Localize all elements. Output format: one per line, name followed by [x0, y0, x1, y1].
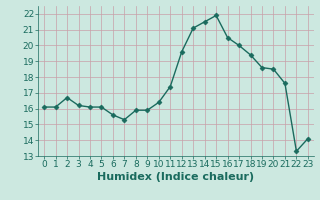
X-axis label: Humidex (Indice chaleur): Humidex (Indice chaleur) [97, 172, 255, 182]
